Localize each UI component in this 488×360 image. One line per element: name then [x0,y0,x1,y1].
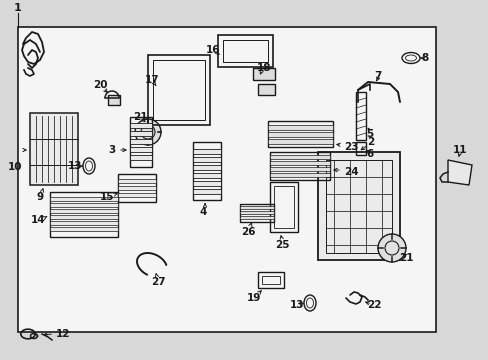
Bar [267,132,332,137]
Text: 25: 25 [274,240,289,250]
Bar [118,174,156,202]
Text: 6: 6 [366,149,373,159]
Bar [193,181,221,186]
Bar [50,209,118,213]
Bar [258,84,274,95]
Text: 10: 10 [8,162,22,172]
Text: 4: 4 [199,207,206,217]
Bar [50,203,118,207]
Bar [50,192,118,237]
Bar [355,142,365,155]
Text: 13: 13 [289,300,304,310]
Text: 7: 7 [373,71,381,81]
Text: 21: 21 [398,253,412,263]
Bar [130,131,152,136]
Bar [269,161,329,165]
Bar [252,68,274,80]
Text: 14: 14 [31,215,45,225]
Text: 12: 12 [56,329,70,339]
Bar [118,179,156,183]
Text: 17: 17 [144,75,159,85]
Text: 16: 16 [205,45,220,55]
Text: 3: 3 [108,145,115,155]
Bar [240,211,273,214]
Bar [269,167,329,171]
Bar [262,276,280,284]
Bar [240,216,273,219]
Bar [267,121,332,147]
Bar [269,182,297,232]
Text: 19: 19 [246,293,261,303]
Bar [193,157,221,162]
Text: 9: 9 [37,192,43,202]
Bar [193,189,221,194]
Text: 20: 20 [93,80,107,90]
Text: 21: 21 [132,112,147,122]
Bar [50,221,118,225]
Text: 24: 24 [343,167,358,177]
Bar [130,117,152,167]
Bar [118,186,156,190]
Bar [218,35,272,67]
Bar [18,27,435,332]
Bar [148,55,209,125]
Text: 1: 1 [14,3,22,13]
Text: 26: 26 [240,227,255,237]
Bar [193,142,221,200]
Text: 23: 23 [343,142,358,152]
Text: 22: 22 [366,300,381,310]
Text: 8: 8 [421,53,428,63]
Bar [355,92,365,140]
Circle shape [135,119,161,145]
Bar [153,60,204,120]
Bar [317,152,399,260]
Bar [258,272,284,288]
Bar [130,147,152,152]
Polygon shape [447,160,471,185]
Text: 27: 27 [150,277,165,287]
Bar [108,95,120,105]
Bar [193,173,221,178]
Bar [130,123,152,128]
Text: 2: 2 [366,137,374,147]
Circle shape [377,234,405,262]
Bar [269,173,329,177]
Bar [240,204,273,222]
Text: 13: 13 [68,161,82,171]
Bar [193,165,221,170]
Bar [269,155,329,159]
Bar [267,125,332,130]
Text: 5: 5 [366,129,373,139]
Text: 15: 15 [100,192,114,202]
Bar [223,40,267,62]
Bar [240,206,273,209]
Bar [118,193,156,197]
Bar [325,160,391,253]
Bar [50,197,118,201]
Text: 11: 11 [452,145,467,155]
Bar [50,215,118,219]
Bar [30,113,78,185]
Bar [130,139,152,144]
Bar [267,139,332,144]
Bar [130,155,152,160]
Bar [50,227,118,231]
Text: 18: 18 [256,63,271,73]
Bar [269,152,329,180]
Bar [193,149,221,154]
Bar [273,186,293,228]
